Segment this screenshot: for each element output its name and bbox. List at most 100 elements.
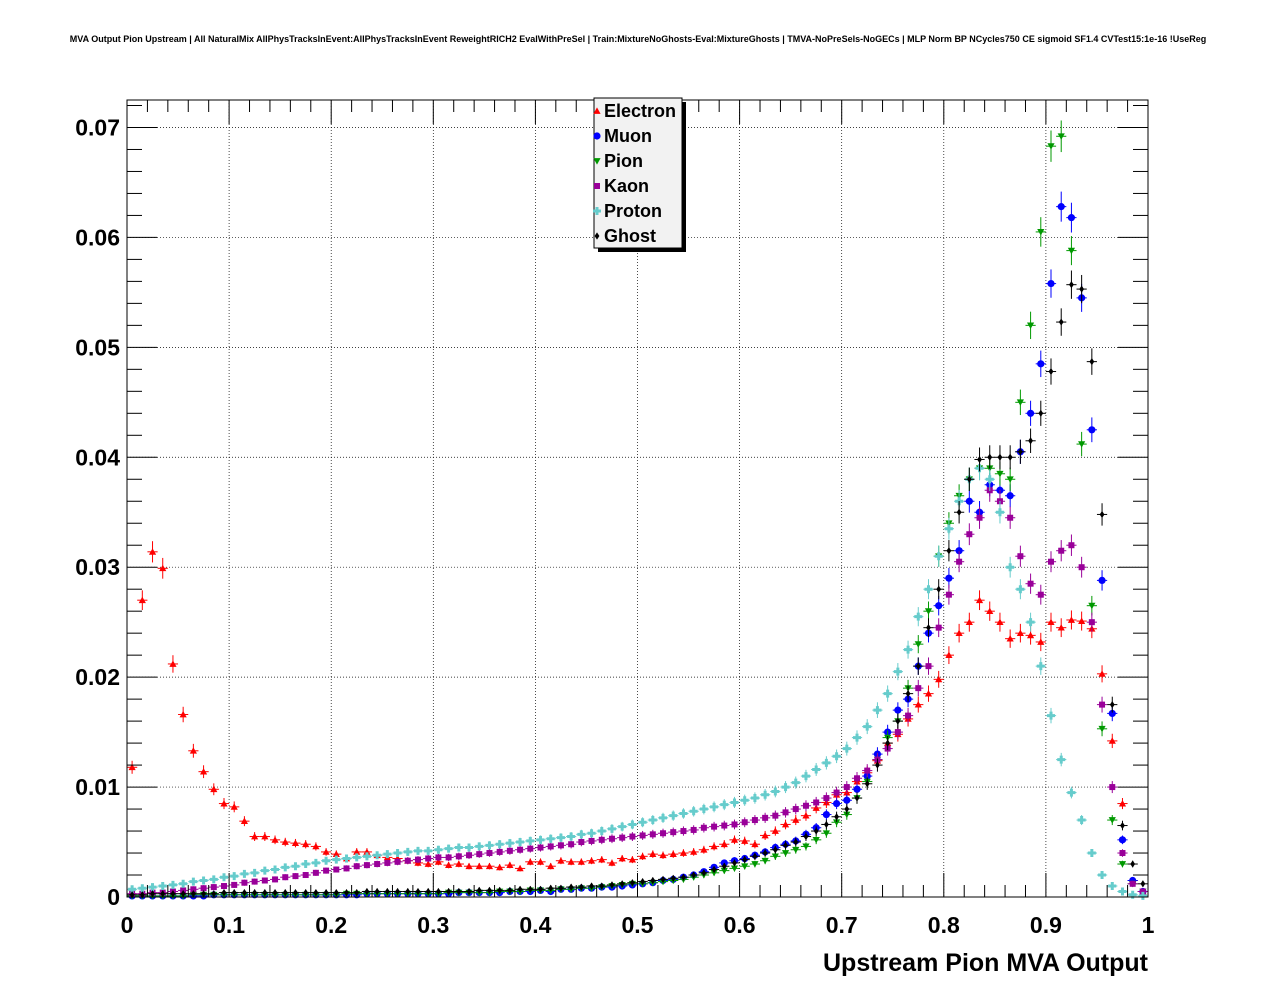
data-point (976, 514, 983, 521)
data-point (812, 836, 820, 844)
data-point (741, 837, 749, 844)
data-point (538, 885, 543, 893)
data-point (1078, 617, 1086, 624)
data-point (1067, 247, 1076, 255)
data-point (1069, 281, 1074, 289)
data-point (843, 796, 851, 804)
data-point (1109, 701, 1115, 709)
x-axis-title: Upstream Pion MVA Output (823, 949, 1149, 977)
data-point (302, 872, 309, 879)
data-point (1108, 709, 1116, 718)
data-point (1118, 887, 1127, 896)
x-tick-label: 0 (121, 912, 134, 938)
data-point (598, 856, 606, 863)
data-point (863, 722, 872, 731)
data-point (210, 785, 218, 793)
data-point (792, 806, 799, 813)
data-point (547, 862, 555, 870)
data-point (711, 823, 718, 830)
data-point (1088, 619, 1095, 626)
y-tick-label: 0 (107, 884, 120, 910)
data-point (160, 890, 166, 898)
data-point (1067, 214, 1076, 222)
data-point (1037, 638, 1045, 645)
data-point (629, 879, 635, 887)
data-point (1108, 882, 1117, 891)
data-point (168, 880, 177, 889)
data-point (987, 453, 993, 461)
data-point (731, 821, 738, 828)
data-point (812, 765, 821, 774)
data-point (1118, 861, 1127, 868)
legend-marker (593, 207, 601, 215)
data-point (670, 829, 677, 836)
data-point (587, 857, 596, 864)
data-point (456, 887, 462, 896)
data-point (761, 790, 770, 799)
series-ghost (127, 270, 1148, 899)
y-tick-label: 0.03 (75, 554, 120, 580)
data-point (966, 531, 973, 538)
data-point (1006, 476, 1014, 483)
data-point (1118, 799, 1127, 807)
data-point (567, 832, 576, 841)
data-point (221, 889, 227, 897)
data-point (159, 564, 167, 572)
legend-item-kaon: Kaon (594, 176, 649, 196)
legend-item-pion: Pion (593, 151, 643, 171)
data-point (312, 869, 319, 876)
data-point (608, 859, 616, 866)
data-point (700, 824, 707, 831)
legend-marker (593, 107, 601, 114)
data-point (802, 802, 809, 809)
data-point (148, 883, 157, 892)
data-point (487, 886, 492, 895)
data-point (333, 866, 340, 873)
data-point (454, 843, 463, 852)
data-point (629, 833, 636, 840)
data-point (1088, 426, 1096, 434)
data-point (1057, 133, 1065, 140)
legend-item-proton: Proton (593, 201, 662, 221)
data-point (262, 889, 268, 897)
data-point (792, 816, 800, 823)
data-point (364, 887, 370, 896)
data-point (1098, 871, 1107, 880)
data-point (496, 863, 504, 871)
data-point (303, 889, 309, 897)
data-point (293, 889, 298, 897)
legend-item-electron: Electron (593, 101, 676, 121)
data-point (189, 747, 197, 754)
data-point (905, 712, 912, 719)
data-point (741, 819, 748, 826)
data-point (210, 884, 217, 891)
data-point (885, 739, 891, 747)
data-point (557, 857, 565, 864)
data-point (944, 524, 953, 533)
data-point (598, 836, 605, 843)
data-point (1057, 624, 1065, 631)
data-point (1048, 558, 1055, 565)
data-point (1006, 635, 1014, 642)
data-point (935, 675, 943, 683)
legend-label: Ghost (604, 226, 656, 246)
data-point (485, 862, 494, 870)
data-point (740, 796, 749, 805)
data-point (669, 850, 677, 858)
data-point (721, 822, 728, 829)
data-point (751, 861, 759, 868)
data-point (558, 884, 564, 892)
chart-title: MVA Output Pion Upstream | All NaturalMi… (70, 34, 1206, 44)
data-point (230, 803, 238, 810)
data-point (332, 850, 340, 858)
data-point (1047, 711, 1056, 720)
data-point (618, 854, 626, 862)
data-point (291, 862, 300, 871)
legend-label: Proton (604, 201, 662, 221)
data-point (742, 856, 748, 864)
data-point (1087, 849, 1096, 858)
data-point (353, 848, 361, 855)
data-point (446, 887, 452, 896)
data-point (589, 882, 594, 890)
